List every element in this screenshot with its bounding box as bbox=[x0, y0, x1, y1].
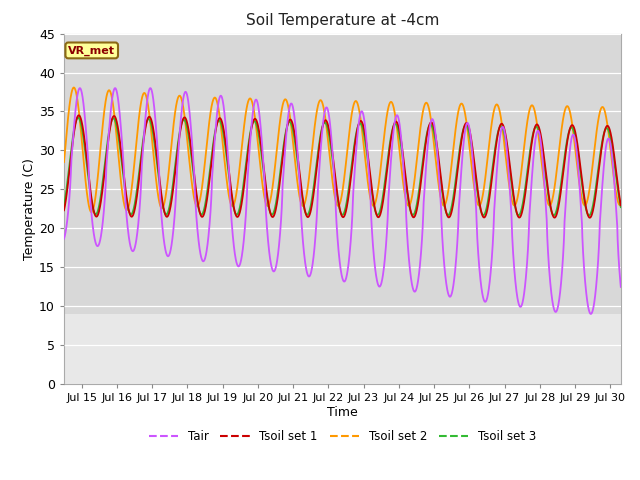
Tsoil set 3 bbox=[617, 204, 625, 210]
Tsoil set 3 bbox=[546, 203, 554, 208]
Tair bbox=[157, 203, 164, 209]
Tsoil set 2 bbox=[547, 202, 554, 208]
Tsoil set 2 bbox=[617, 202, 625, 208]
Tsoil set 2 bbox=[70, 84, 77, 90]
Tsoil set 3 bbox=[157, 191, 164, 196]
Tair bbox=[274, 254, 282, 260]
Tsoil set 3 bbox=[60, 202, 68, 208]
Tair bbox=[147, 85, 154, 91]
Title: Soil Temperature at -4cm: Soil Temperature at -4cm bbox=[246, 13, 439, 28]
Tsoil set 3 bbox=[124, 204, 132, 209]
Tair bbox=[546, 277, 554, 283]
Line: Tair: Tair bbox=[64, 88, 621, 314]
Bar bbox=[64, 34, 621, 314]
Tsoil set 1 bbox=[124, 202, 132, 207]
Tsoil set 2 bbox=[60, 159, 68, 165]
Tair bbox=[617, 284, 625, 290]
X-axis label: Time: Time bbox=[327, 406, 358, 419]
Line: Tsoil set 3: Tsoil set 3 bbox=[64, 118, 621, 216]
Tsoil set 1 bbox=[157, 187, 164, 192]
Tair bbox=[60, 236, 68, 241]
Y-axis label: Temperature (C): Temperature (C) bbox=[23, 158, 36, 260]
Tair bbox=[606, 140, 614, 146]
Tsoil set 1 bbox=[75, 112, 83, 118]
Tsoil set 1 bbox=[298, 189, 306, 194]
Line: Tsoil set 2: Tsoil set 2 bbox=[64, 87, 621, 212]
Tsoil set 1 bbox=[546, 201, 554, 206]
Legend: Tair, Tsoil set 1, Tsoil set 2, Tsoil set 3: Tair, Tsoil set 1, Tsoil set 2, Tsoil se… bbox=[144, 426, 541, 448]
Line: Tsoil set 1: Tsoil set 1 bbox=[64, 115, 621, 218]
Tair bbox=[587, 311, 595, 317]
Tair bbox=[124, 223, 131, 228]
Tsoil set 3 bbox=[585, 213, 593, 218]
Tair bbox=[298, 224, 306, 230]
Tsoil set 3 bbox=[74, 115, 82, 120]
Tsoil set 1 bbox=[617, 203, 625, 208]
Text: VR_met: VR_met bbox=[68, 45, 115, 56]
Tsoil set 3 bbox=[274, 189, 282, 195]
Tsoil set 2 bbox=[298, 203, 306, 208]
Tsoil set 3 bbox=[298, 192, 306, 198]
Tsoil set 2 bbox=[274, 137, 282, 143]
Tsoil set 3 bbox=[606, 133, 614, 139]
Tsoil set 2 bbox=[88, 209, 95, 215]
Tsoil set 2 bbox=[606, 144, 614, 150]
Tsoil set 1 bbox=[606, 129, 614, 134]
Tsoil set 2 bbox=[157, 204, 164, 210]
Tsoil set 1 bbox=[586, 215, 594, 221]
Tsoil set 2 bbox=[124, 206, 132, 212]
Tsoil set 1 bbox=[60, 207, 68, 213]
Tsoil set 1 bbox=[274, 195, 282, 201]
